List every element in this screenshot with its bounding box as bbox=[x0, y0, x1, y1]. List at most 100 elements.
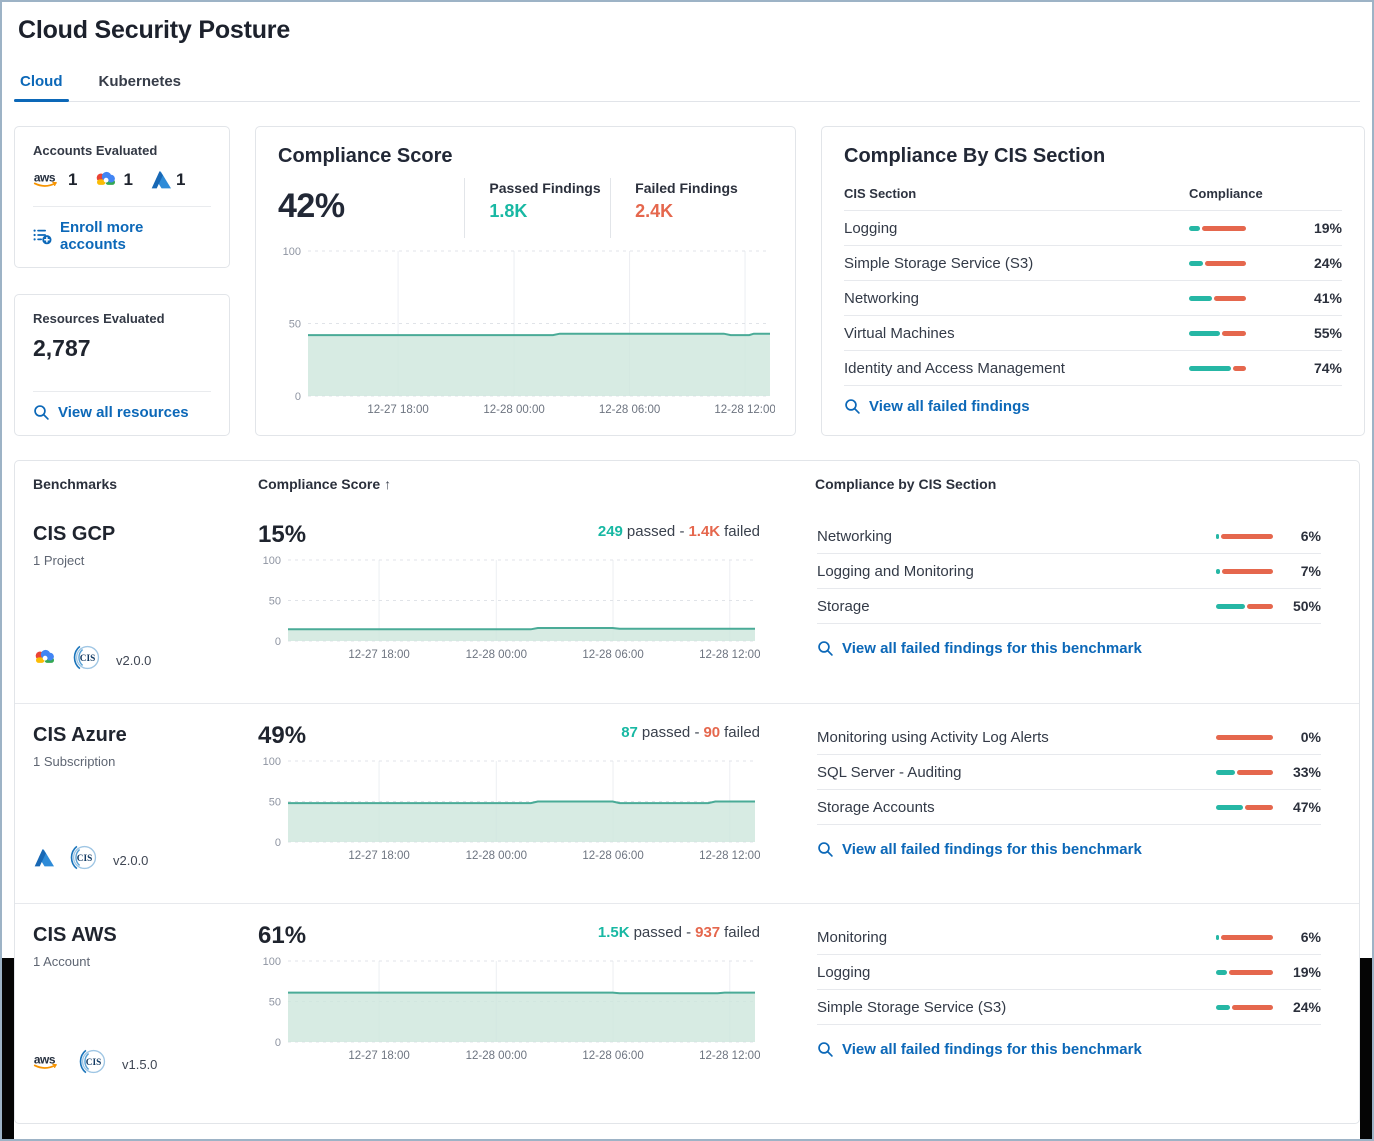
view-failed-findings-benchmark-link[interactable]: View all failed findings for this benchm… bbox=[817, 634, 1321, 657]
magnifier-icon bbox=[33, 404, 50, 421]
benchmark-score: 15% bbox=[258, 521, 307, 548]
benchmark-version: v1.5.0 bbox=[122, 1056, 158, 1072]
passed-findings-value: 1.8K bbox=[489, 201, 528, 221]
benchmark-scope: 1 Project bbox=[33, 553, 85, 568]
svg-text:12-27 18:00: 12-27 18:00 bbox=[348, 1050, 409, 1062]
benchmarks-table: Benchmarks Compliance Score ↑ Compliance … bbox=[14, 460, 1360, 1124]
svg-text:50: 50 bbox=[269, 997, 281, 1009]
benchmark-score: 49% bbox=[258, 722, 307, 749]
compliance-bar bbox=[1189, 365, 1246, 371]
table-row: Networking 6% bbox=[817, 519, 1321, 554]
benchmark-sections: Networking 6% Logging and Monitoring 7% … bbox=[815, 519, 1341, 687]
compliance-bar bbox=[1189, 330, 1246, 336]
svg-text:0: 0 bbox=[275, 837, 281, 849]
compliance-bar bbox=[1189, 260, 1246, 266]
benchmark-row-cis-aws: CIS AWS 1 Account aws CIS v1.5.0 61% 1.5… bbox=[15, 903, 1359, 1123]
magnifier-icon bbox=[844, 398, 861, 415]
magnifier-icon bbox=[817, 841, 834, 858]
table-row: Monitoring using Activity Log Alerts 0% bbox=[817, 720, 1321, 755]
view-failed-findings-benchmark-link[interactable]: View all failed findings for this benchm… bbox=[817, 835, 1321, 858]
svg-text:0: 0 bbox=[275, 636, 281, 648]
svg-text:CIS: CIS bbox=[80, 654, 95, 664]
svg-text:0: 0 bbox=[295, 391, 301, 403]
cis-section-table: CIS Section Compliance Logging 19% Simpl… bbox=[844, 180, 1342, 415]
resources-evaluated-card: Resources Evaluated 2,787 View all resou… bbox=[14, 294, 230, 436]
compliance-score-card: Compliance Score 42% Passed Findings 1.8… bbox=[255, 126, 796, 436]
failed-findings-value: 2.4K bbox=[635, 201, 674, 221]
enroll-more-accounts-link[interactable]: Enroll more accounts bbox=[33, 207, 211, 253]
compliance-bar bbox=[1216, 804, 1273, 810]
col-header-compliance-score[interactable]: Compliance Score ↑ bbox=[258, 476, 392, 492]
table-row: Logging and Monitoring 7% bbox=[817, 554, 1321, 589]
azure-icon bbox=[33, 848, 54, 872]
page-title: Cloud Security Posture bbox=[18, 16, 291, 44]
desktop-background bbox=[2, 958, 14, 1139]
passed-failed-summary: 1.5K passed - 937 failed bbox=[597, 924, 760, 941]
compliance-bar bbox=[1216, 533, 1273, 539]
benchmark-name: CIS Azure bbox=[33, 724, 127, 746]
azure-account-count: 1 bbox=[150, 170, 185, 190]
svg-text:12-28 00:00: 12-28 00:00 bbox=[466, 649, 527, 661]
gcp-icon bbox=[33, 648, 57, 672]
enroll-accounts-icon bbox=[33, 227, 52, 245]
cis-section-card-title: Compliance By CIS Section bbox=[844, 145, 1106, 167]
divider bbox=[33, 206, 211, 207]
svg-text:12-28 06:00: 12-28 06:00 bbox=[582, 850, 643, 862]
svg-text:50: 50 bbox=[289, 319, 301, 331]
compliance-bar bbox=[1216, 603, 1273, 609]
gcp-account-count: 1 bbox=[94, 170, 133, 190]
overall-score-value: 42% bbox=[278, 187, 345, 225]
view-all-failed-findings-link[interactable]: View all failed findings bbox=[844, 386, 1342, 415]
table-row: Simple Storage Service (S3) 24% bbox=[844, 245, 1342, 280]
cis-logo-icon: CIS bbox=[70, 641, 103, 679]
svg-text:aws: aws bbox=[34, 1052, 56, 1066]
desktop-background bbox=[1360, 958, 1372, 1139]
view-all-resources-link[interactable]: View all resources bbox=[33, 392, 211, 421]
svg-text:50: 50 bbox=[269, 596, 281, 608]
compliance-score-chart: 100 50 0 12-27 18:00 12-28 00:00 12-28 06:00 1… bbox=[278, 244, 776, 425]
tab-kubernetes[interactable]: Kubernetes bbox=[98, 73, 182, 90]
benchmark-version: v2.0.0 bbox=[116, 652, 152, 668]
svg-text:12-28 00:00: 12-28 00:00 bbox=[466, 1050, 527, 1062]
compliance-bar bbox=[1216, 934, 1273, 940]
svg-text:12-28 00:00: 12-28 00:00 bbox=[483, 404, 544, 416]
compliance-bar bbox=[1216, 769, 1273, 775]
aws-icon: aws bbox=[33, 169, 63, 190]
passed-failed-summary: 249 passed - 1.4K failed bbox=[597, 523, 760, 540]
accounts-evaluated-card: Accounts Evaluated aws 1 1 1 bbox=[14, 126, 230, 268]
cis-logo-icon: CIS bbox=[67, 841, 100, 879]
magnifier-icon bbox=[817, 1041, 834, 1058]
benchmark-sections: Monitoring 6% Logging 19% Simple Storage… bbox=[815, 920, 1341, 1107]
svg-text:100: 100 bbox=[283, 246, 301, 258]
svg-text:100: 100 bbox=[263, 756, 281, 768]
svg-text:12-28 06:00: 12-28 06:00 bbox=[582, 1050, 643, 1062]
svg-text:12-28 12:00: 12-28 12:00 bbox=[714, 404, 775, 416]
benchmark-name: CIS GCP bbox=[33, 523, 116, 545]
table-row: Monitoring 6% bbox=[817, 920, 1321, 955]
svg-text:CIS: CIS bbox=[77, 854, 92, 864]
arrow-up-icon: ↑ bbox=[384, 476, 392, 492]
benchmark-score-chart: 100 50 0 12-27 18:00 12-28 00:00 12-28 06:00 1… bbox=[258, 954, 761, 1071]
view-failed-findings-benchmark-link[interactable]: View all failed findings for this benchm… bbox=[817, 1035, 1321, 1058]
table-row: Logging 19% bbox=[844, 210, 1342, 245]
table-row: Storage Accounts 47% bbox=[817, 790, 1321, 825]
compliance-by-cis-section-card: Compliance By CIS Section CIS Section Co… bbox=[821, 126, 1365, 436]
aws-account-count: aws 1 bbox=[33, 169, 78, 190]
benchmark-score-chart: 100 50 0 12-27 18:00 12-28 00:00 12-28 06:00 1… bbox=[258, 754, 761, 871]
tab-cloud[interactable]: Cloud bbox=[14, 73, 68, 102]
benchmark-row-cis-azure: CIS Azure 1 Subscription CIS v2.0.0 49% … bbox=[15, 703, 1359, 903]
benchmark-score-chart: 100 50 0 12-27 18:00 12-28 00:00 12-28 06:00 1… bbox=[258, 553, 761, 670]
benchmark-row-cis-gcp: CIS GCP 1 Project CIS v2.0.0 15% 249 pas… bbox=[15, 503, 1359, 703]
col-header-benchmarks: Benchmarks bbox=[33, 476, 118, 492]
aws-icon: aws bbox=[33, 1051, 63, 1077]
table-row: SQL Server - Auditing 33% bbox=[817, 755, 1321, 790]
svg-text:12-28 00:00: 12-28 00:00 bbox=[466, 850, 527, 862]
divider bbox=[33, 391, 211, 392]
svg-text:12-28 06:00: 12-28 06:00 bbox=[582, 649, 643, 661]
col-header-compliance-by-cis-section: Compliance by CIS Section bbox=[815, 476, 997, 492]
compliance-score-title: Compliance Score bbox=[278, 145, 453, 167]
compliance-bar bbox=[1216, 568, 1273, 574]
svg-text:100: 100 bbox=[263, 956, 281, 968]
azure-icon bbox=[150, 170, 171, 189]
